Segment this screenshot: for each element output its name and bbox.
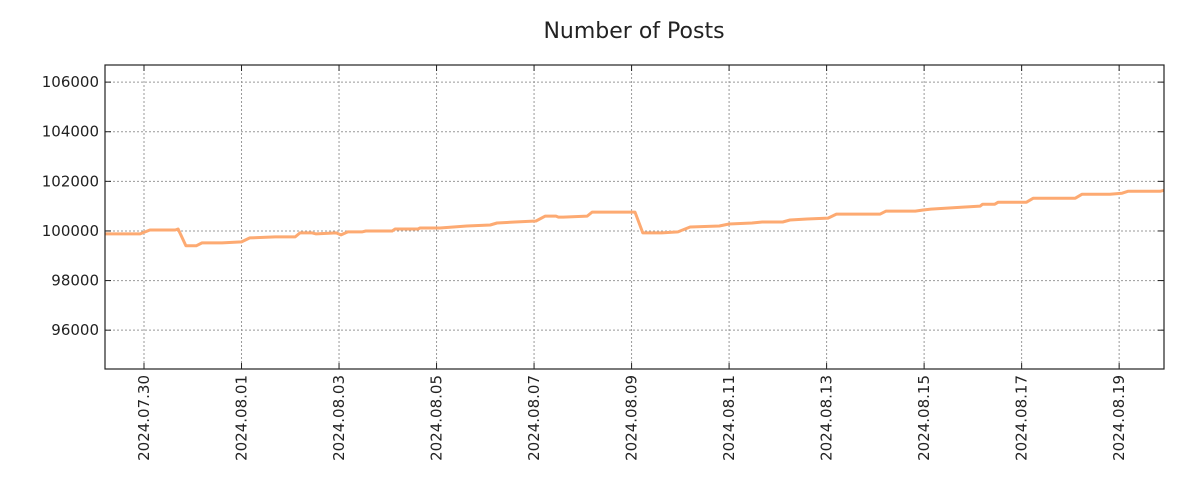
x-tick-label: 2024.08.03: [330, 375, 348, 461]
y-tick-label: 96000: [51, 321, 99, 339]
y-tick-label: 100000: [42, 222, 99, 240]
y-tick-label: 98000: [51, 272, 99, 290]
y-axis: 96000 98000 100000 102000 104000 106000: [42, 73, 1164, 339]
x-tick-label: 2024.08.07: [525, 375, 543, 461]
plot-frame: [104, 64, 1165, 370]
y-tick-label: 104000: [42, 123, 99, 141]
x-tick-label: 2024.08.15: [915, 375, 933, 461]
chart-title: Number of Posts: [543, 19, 724, 44]
x-tick-label: 2024.07.30: [135, 375, 153, 461]
y-tick-label: 102000: [42, 172, 99, 190]
x-tick-label: 2024.08.01: [233, 375, 251, 461]
grid: [105, 65, 1164, 369]
y-tick-label: 106000: [42, 73, 99, 91]
x-tick-label: 2024.08.11: [720, 375, 738, 461]
x-axis: 2024.07.30 2024.08.01 2024.08.03 2024.08.05…: [135, 65, 1128, 461]
x-tick-label: 2024.08.13: [818, 375, 836, 461]
x-tick-label: 2024.08.05: [428, 375, 446, 461]
x-tick-label: 2024.08.17: [1013, 375, 1031, 461]
x-tick-label: 2024.08.19: [1110, 375, 1128, 461]
x-tick-label: 2024.08.09: [623, 375, 641, 461]
series-layer: [105, 188, 1165, 248]
series-line: [105, 188, 1165, 248]
